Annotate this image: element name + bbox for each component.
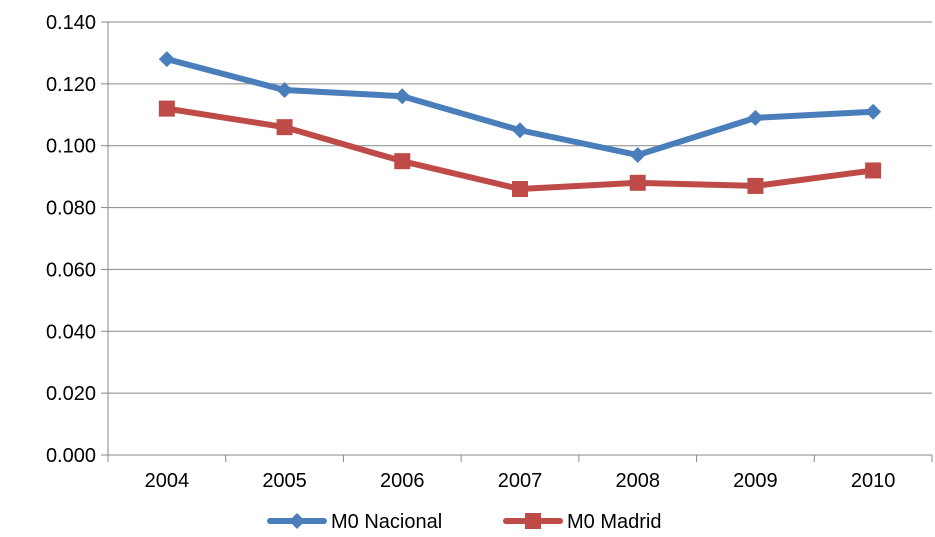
data-point-marker [747, 177, 764, 194]
y-tick-label: 0.140 [46, 12, 96, 34]
data-point-marker [629, 146, 646, 163]
data-point-marker [512, 122, 528, 139]
y-tick-label: 0.060 [46, 259, 96, 281]
x-tick-label: 2006 [380, 470, 425, 492]
x-tick-label: 2009 [733, 470, 778, 492]
x-axis-tick-labels: 2004 2005 2006 2007 2008 2009 2010 [145, 470, 896, 492]
data-point-marker [512, 181, 528, 198]
data-point-marker [158, 51, 175, 68]
data-point-marker [394, 153, 411, 170]
x-tick-label: 2008 [615, 470, 660, 492]
series-0 [158, 51, 882, 163]
y-tick-label: 0.120 [46, 74, 96, 96]
legend-swatch-marker [525, 513, 541, 529]
data-point-marker [865, 162, 882, 179]
y-tick-label: 0.020 [46, 383, 96, 405]
series-1 [158, 100, 882, 198]
y-tick-label: 0.080 [46, 198, 96, 220]
y-tick-label: 0.000 [46, 445, 96, 467]
legend-item: M0 Madrid [503, 511, 661, 533]
data-point-marker [158, 100, 175, 117]
y-tick-label: 0.100 [46, 136, 96, 158]
data-point-marker [394, 88, 411, 105]
legend-label: M0 Madrid [567, 511, 661, 533]
series-line [163, 56, 877, 158]
data-point-marker [747, 109, 764, 126]
gridlines [108, 21, 932, 394]
data-point-marker [276, 119, 293, 136]
legend-item: M0 Nacional [267, 511, 442, 533]
legend-swatch-marker [289, 513, 305, 529]
legend-label: M0 Nacional [331, 511, 442, 533]
x-tick-label: 2010 [851, 470, 896, 492]
axes [101, 21, 933, 462]
y-axis-tick-labels: 0.000 0.020 0.040 0.060 0.080 0.100 0.120 0.140 [46, 12, 96, 467]
x-tick-label: 2005 [262, 470, 307, 492]
series-lines [158, 51, 882, 198]
y-tick-label: 0.040 [46, 321, 96, 343]
legend: M0 Nacional M0 Madrid [267, 511, 661, 533]
data-point-marker [276, 82, 293, 99]
series-line [163, 105, 877, 193]
data-point-marker [865, 103, 882, 120]
x-tick-label: 2004 [145, 470, 190, 492]
x-tick-label: 2007 [498, 470, 543, 492]
data-point-marker [629, 174, 646, 191]
